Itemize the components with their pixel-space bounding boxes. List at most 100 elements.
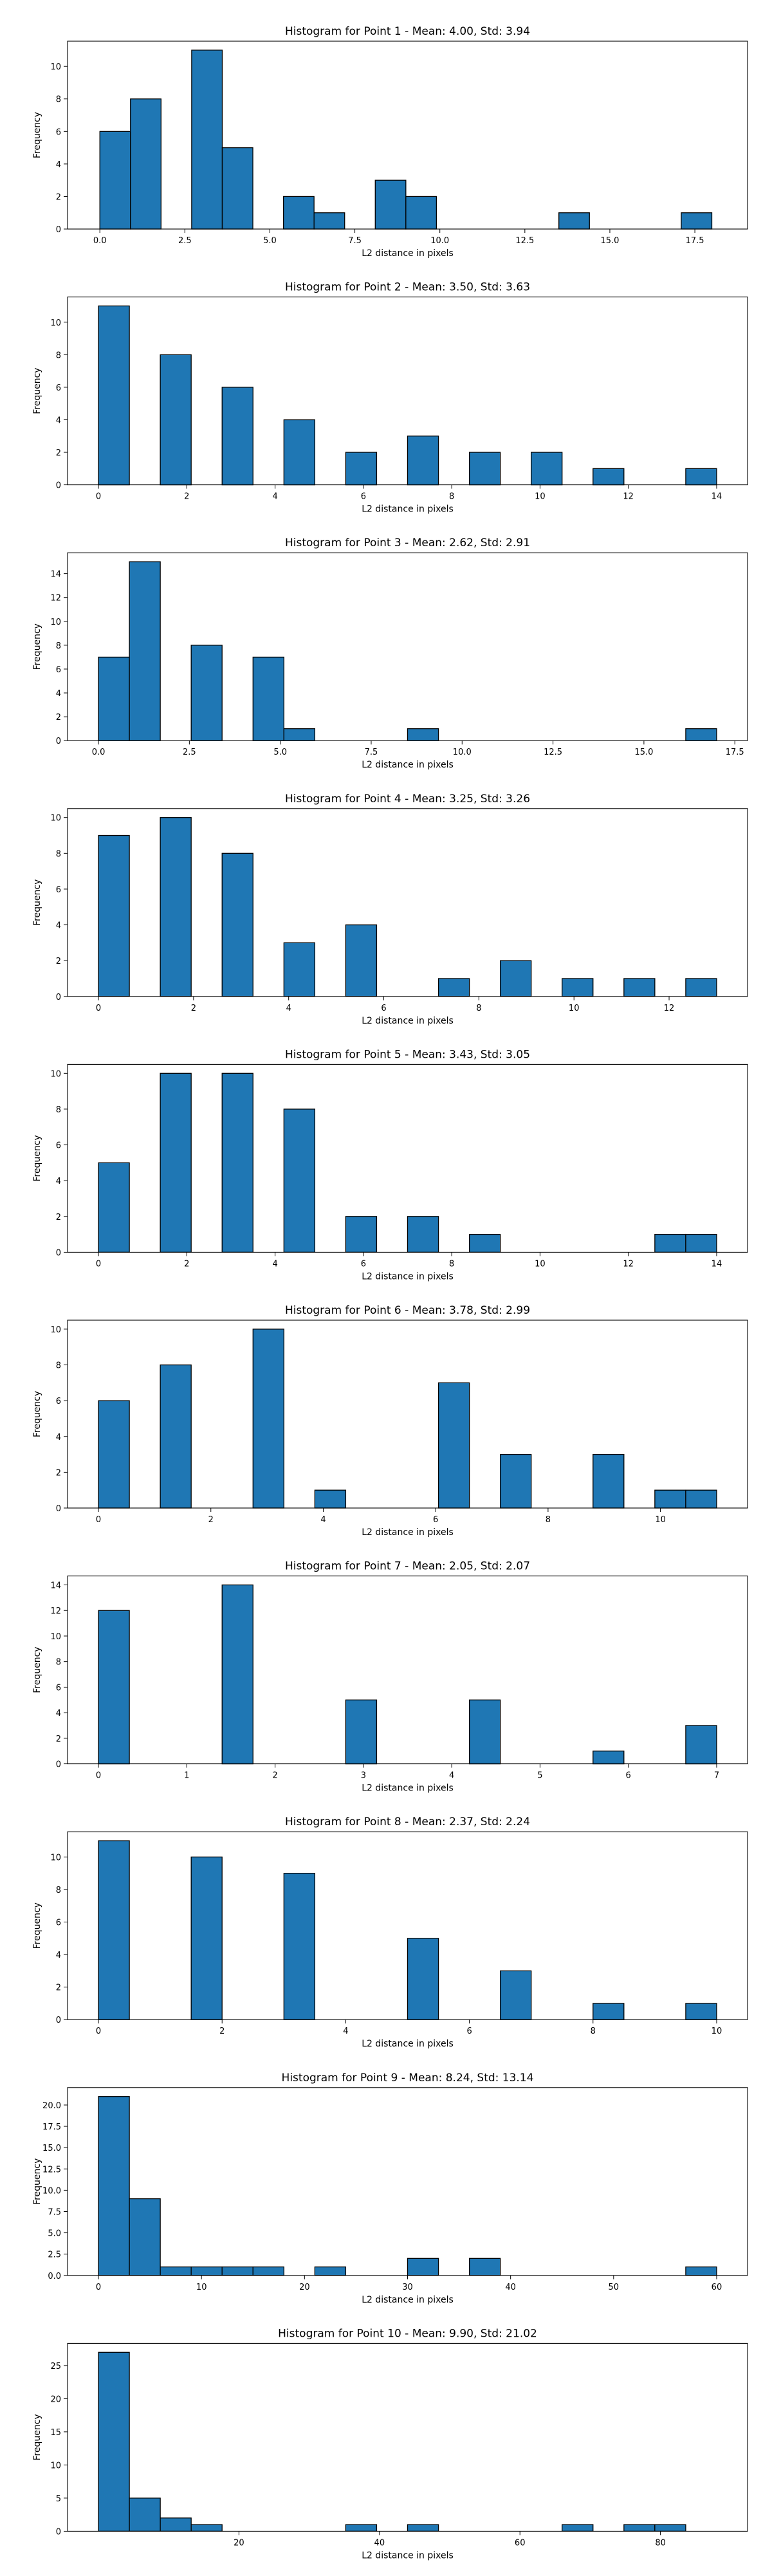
chart-5-xtick-label: 0 — [96, 1259, 101, 1269]
chart-4-bar — [623, 978, 656, 997]
chart-10-xlabel: L2 distance in pixels — [362, 2550, 454, 2561]
chart-2-xtick-label: 6 — [361, 492, 366, 502]
chart-8-ytick-label: 4 — [56, 1951, 61, 1960]
chart-8-xtick-label: 8 — [591, 2027, 596, 2036]
chart-2-xtick-label: 0 — [96, 492, 101, 502]
chart-8-xtick-label: 10 — [712, 2027, 722, 2036]
chart-1-bar — [405, 196, 437, 230]
chart-6-bar — [654, 1489, 686, 1509]
chart-4-bar — [437, 978, 470, 997]
chart-2-bar — [531, 452, 563, 486]
chart-2-xtick-label: 10 — [535, 492, 546, 502]
chart-8-bar — [685, 2003, 717, 2020]
chart-9-ylabel: Frequency — [32, 2158, 42, 2205]
chart-1-xtick-label: 0.0 — [93, 236, 107, 246]
chart-9-title: Histogram for Point 9 - Mean: 8.24, Std:… — [282, 2072, 534, 2084]
chart-4-xlabel: L2 distance in pixels — [362, 1016, 454, 1026]
chart-9-ytick-label: 17.5 — [42, 2122, 61, 2132]
chart-2-xtick-label: 8 — [449, 492, 454, 502]
chart-5-xlabel: L2 distance in pixels — [362, 1271, 454, 1282]
chart-3-xtick-label: 0.0 — [92, 748, 106, 757]
chart-1-bar — [374, 179, 407, 230]
chart-8-title: Histogram for Point 8 - Mean: 2.37, Std:… — [285, 1816, 530, 1828]
chart-2-bar — [283, 419, 316, 486]
chart-1-xtick-label: 17.5 — [686, 236, 704, 246]
chart-1-xtick-label: 12.5 — [515, 236, 534, 246]
chart-6-xtick-label: 0 — [96, 1515, 101, 1525]
chart-9-ytick-label: 15.0 — [42, 2144, 61, 2153]
chart-4-axes-frame — [67, 808, 748, 997]
chart-2-xtick-label: 4 — [272, 492, 277, 502]
chart-8-bar — [593, 2003, 625, 2020]
chart-2-ylabel: Frequency — [32, 367, 42, 414]
chart-5-xtick-label: 6 — [361, 1259, 366, 1269]
chart-6-xtick-label: 4 — [320, 1515, 326, 1525]
chart-1-ytick-label: 10 — [50, 62, 61, 72]
chart-4-bar — [221, 852, 253, 997]
chart-3-ytick-label: 0 — [56, 737, 61, 746]
chart-7-bar — [98, 1610, 130, 1765]
chart-8-bar — [499, 1970, 532, 2020]
chart-6-bar — [593, 1453, 625, 1509]
chart-3-ytick-label: 12 — [50, 594, 61, 603]
chart-7-ylabel: Frequency — [32, 1646, 42, 1693]
chart-4-bar — [98, 834, 130, 997]
chart-10-bar — [623, 2524, 656, 2532]
chart-2-bar — [345, 452, 378, 486]
chart-5-axes-frame — [67, 1063, 748, 1253]
chart-10-ytick-label: 10 — [50, 2461, 61, 2470]
chart-7-xtick-label: 1 — [184, 1771, 189, 1781]
chart-8-xtick-label: 2 — [219, 2027, 225, 2036]
chart-3-ytick-label: 8 — [56, 641, 61, 651]
chart-2-ytick-label: 6 — [56, 383, 61, 393]
chart-3-bar — [252, 656, 284, 741]
chart-1-xtick-label: 15.0 — [600, 236, 619, 246]
chart-10-ytick-label: 20 — [50, 2395, 61, 2404]
chart-9-xtick-label: 20 — [299, 2283, 310, 2292]
chart-8-bar — [190, 1856, 223, 2020]
chart-9-bar — [407, 2258, 439, 2276]
chart-5-bar — [654, 1233, 686, 1253]
chart-5-bar — [283, 1109, 316, 1253]
chart-5-xtick-label: 12 — [623, 1259, 634, 1269]
chart-6-ytick-label: 8 — [56, 1361, 61, 1371]
chart-8-bar — [407, 1938, 439, 2020]
chart-1-bar — [313, 212, 345, 230]
chart-9-xtick-label: 60 — [712, 2283, 722, 2292]
chart-4-bar — [160, 817, 192, 997]
chart-10-bar — [562, 2524, 594, 2532]
chart-9-ytick-label: 2.5 — [48, 2250, 61, 2260]
chart-1-bar — [558, 212, 590, 230]
chart-7-bar — [593, 1751, 625, 1765]
chart-4-ytick-label: 8 — [56, 849, 61, 859]
chart-1-bar — [221, 147, 253, 230]
chart-5-bar — [221, 1072, 253, 1253]
chart-6-ytick-label: 4 — [56, 1433, 61, 1442]
chart-10-bar — [345, 2524, 378, 2532]
chart-9-ytick-label: 12.5 — [42, 2165, 61, 2175]
chart-8-ytick-label: 6 — [56, 1918, 61, 1928]
chart-9-bar — [314, 2266, 347, 2276]
chart-3-ytick-label: 10 — [50, 618, 61, 627]
chart-3-ytick-label: 2 — [56, 713, 61, 722]
chart-2-ytick-label: 8 — [56, 351, 61, 360]
chart-2-bar — [593, 468, 625, 486]
chart-1-ylabel: Frequency — [32, 112, 42, 158]
chart-4-bar — [345, 924, 378, 997]
chart-1-ytick-label: 6 — [56, 127, 61, 137]
chart-3-xtick-label: 10.0 — [453, 748, 472, 757]
chart-10-xtick-label: 60 — [515, 2538, 526, 2548]
chart-3-xtick-label: 2.5 — [183, 748, 196, 757]
chart-2-xtick-label: 2 — [184, 492, 189, 502]
chart-2-xlabel: L2 distance in pixels — [362, 504, 454, 515]
chart-1-ytick-label: 2 — [56, 192, 61, 202]
chart-7-xtick-label: 2 — [272, 1771, 277, 1781]
chart-1-ytick-label: 0 — [56, 225, 61, 235]
chart-2-bar — [221, 387, 253, 486]
chart-1-xlabel: L2 distance in pixels — [362, 248, 454, 259]
chart-7-ytick-label: 10 — [50, 1632, 61, 1642]
chart-3-xlabel: L2 distance in pixels — [362, 760, 454, 770]
chart-5-ylabel: Frequency — [32, 1135, 42, 1181]
chart-7-bar — [685, 1725, 717, 1765]
chart-5-xtick-label: 2 — [184, 1259, 189, 1269]
